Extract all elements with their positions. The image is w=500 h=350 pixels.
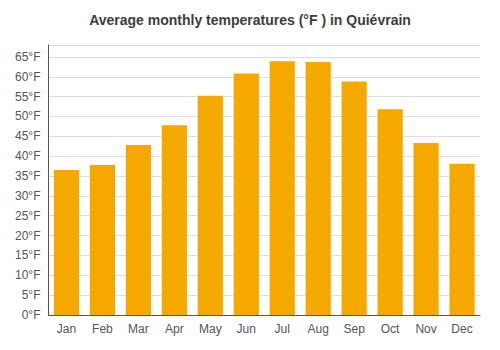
svg-text:Jun: Jun: [237, 322, 256, 336]
svg-text:Jan: Jan: [57, 322, 76, 336]
svg-text:Dec: Dec: [451, 322, 472, 336]
svg-text:50°F: 50°F: [15, 109, 40, 123]
svg-text:30°F: 30°F: [15, 189, 40, 203]
svg-text:60°F: 60°F: [15, 70, 40, 84]
svg-text:15°F: 15°F: [15, 248, 40, 262]
svg-text:Jul: Jul: [275, 322, 290, 336]
svg-text:5°F: 5°F: [22, 288, 41, 302]
svg-text:55°F: 55°F: [15, 90, 40, 104]
svg-text:Mar: Mar: [128, 322, 149, 336]
svg-text:45°F: 45°F: [15, 129, 40, 143]
svg-text:40°F: 40°F: [15, 149, 40, 163]
svg-text:Average monthly temperatures (: Average monthly temperatures (°F ) in Qu…: [89, 12, 411, 28]
svg-text:Sep: Sep: [343, 322, 365, 336]
svg-text:20°F: 20°F: [15, 229, 40, 243]
svg-text:10°F: 10°F: [15, 268, 40, 282]
svg-text:65°F: 65°F: [15, 50, 40, 64]
svg-text:35°F: 35°F: [15, 169, 40, 183]
svg-text:Nov: Nov: [415, 322, 436, 336]
svg-text:25°F: 25°F: [15, 209, 40, 223]
svg-text:Feb: Feb: [92, 322, 113, 336]
svg-text:May: May: [199, 322, 222, 336]
svg-text:0°F: 0°F: [22, 308, 41, 322]
svg-text:Apr: Apr: [165, 322, 184, 336]
svg-text:Aug: Aug: [307, 322, 328, 336]
svg-text:Oct: Oct: [381, 322, 400, 336]
